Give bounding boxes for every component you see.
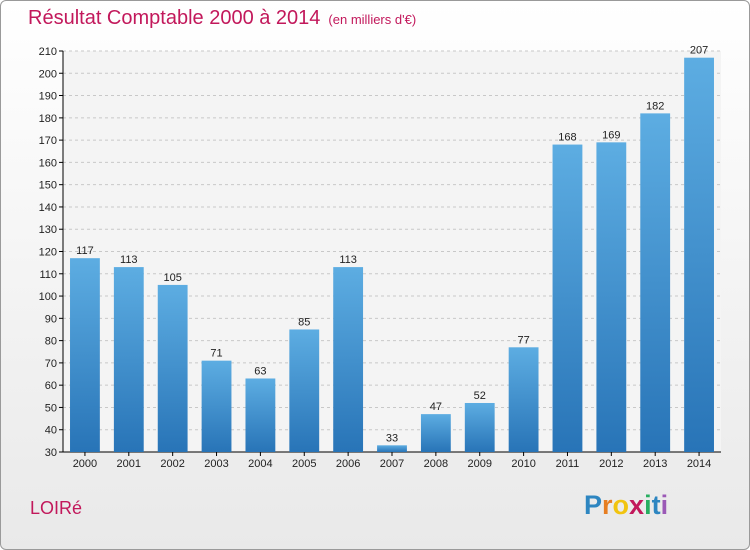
bar [113,267,144,452]
bar-value-label: 117 [76,245,94,257]
commune-name: LOIRé [30,498,83,518]
proxiti-logo: Proxiti [584,490,668,521]
logo-letter: P [584,490,603,520]
bar [333,267,364,452]
x-tick-label: 2003 [204,458,228,470]
y-tick-label: 130 [39,224,57,236]
logo-letter: x [629,490,645,520]
title-text: Résultat Comptable 2000 à 2014 [28,7,321,29]
bar [70,258,100,452]
y-tick-label: 200 [39,68,57,80]
x-tick-label: 2014 [687,458,711,470]
y-tick-label: 40 [45,425,57,437]
bar-value-label: 63 [254,365,266,377]
y-tick-label: 150 [39,180,57,192]
x-tick-label: 2008 [424,458,448,470]
bar-value-label: 168 [558,132,576,144]
bar [245,378,276,452]
logo-letter: o [612,490,630,520]
y-tick-label: 160 [39,157,57,169]
bar [201,360,232,452]
x-tick-label: 2006 [336,458,360,470]
bar-value-label: 182 [646,100,664,112]
bar [420,414,451,452]
logo-letter: i [660,490,669,520]
y-tick-label: 190 [39,91,57,103]
bar [684,57,714,452]
y-tick-label: 180 [39,113,57,125]
y-tick-label: 50 [45,402,57,414]
bar [377,445,407,452]
x-tick-label: 2002 [160,458,184,470]
bar-value-label: 105 [163,272,181,284]
bar [157,284,188,452]
chart-subtitle: (en milliers d'€) [328,12,417,27]
y-tick-label: 170 [39,135,57,147]
y-tick-label: 30 [45,447,57,459]
chart-title: Résultat Comptable 2000 à 2014 (en millie… [28,7,416,30]
logo-letter: i [644,490,652,520]
x-tick-label: 2007 [380,458,404,470]
bar [640,113,671,452]
y-tick-label: 70 [45,358,57,370]
x-tick-label: 2012 [599,458,623,470]
bar-value-label: 169 [602,129,620,141]
x-tick-label: 2013 [643,458,667,470]
y-tick-label: 110 [39,269,57,281]
x-tick-label: 2005 [292,458,316,470]
bar-value-label: 71 [210,348,222,360]
x-tick-label: 2010 [511,458,535,470]
x-tick-label: 2004 [248,458,272,470]
bar-value-label: 77 [517,334,529,346]
x-tick-label: 2011 [556,458,580,470]
bar [289,329,320,452]
y-tick-label: 100 [39,291,57,303]
bar-value-label: 113 [120,254,138,266]
bar [508,347,539,452]
x-tick-label: 2009 [467,458,491,470]
bar [464,402,495,452]
logo-letter: r [602,490,613,520]
bar [552,144,583,453]
y-tick-label: 210 [39,46,57,58]
y-tick-label: 90 [45,313,57,325]
y-tick-label: 120 [39,247,57,259]
x-tick-label: 2000 [73,458,97,470]
bar-value-label: 85 [298,316,310,328]
y-tick-label: 60 [45,380,57,392]
bar-value-label: 52 [474,390,486,402]
bar-value-label: 47 [430,401,442,413]
y-tick-label: 140 [39,202,57,214]
y-tick-label: 80 [45,336,57,348]
x-tick-label: 2001 [117,458,141,470]
bar [596,142,627,453]
bar-value-label: 33 [386,432,398,444]
bar-value-label: 207 [690,45,708,57]
bar-value-label: 113 [339,254,357,266]
logo-letter: t [651,490,661,520]
